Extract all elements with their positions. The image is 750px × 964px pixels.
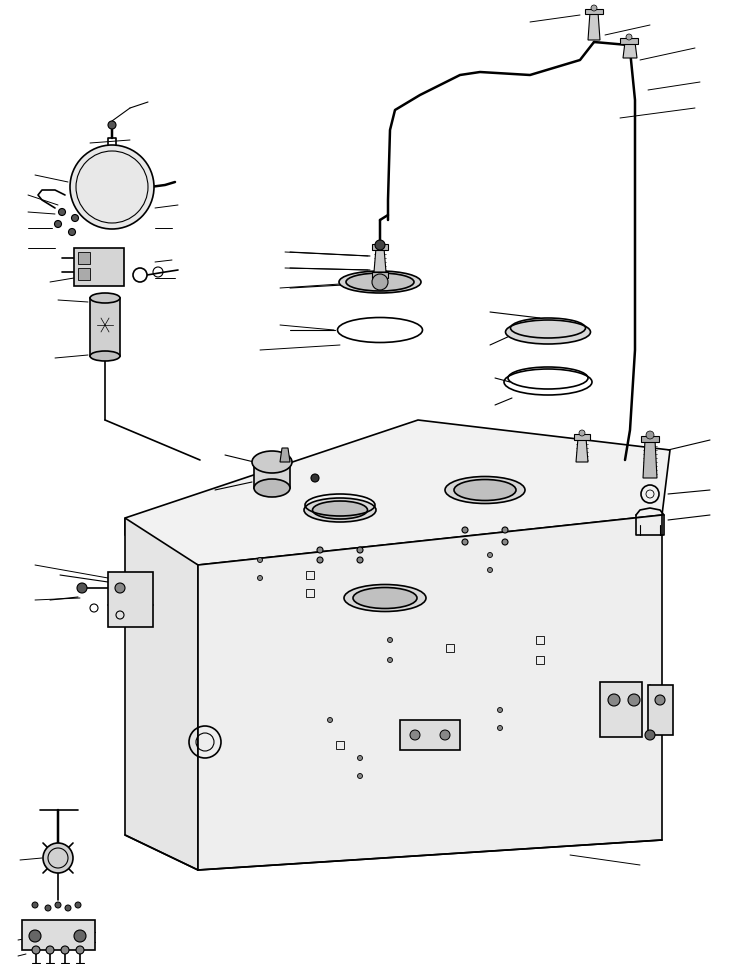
- Bar: [74, 248, 124, 286]
- Bar: [600, 682, 642, 737]
- Circle shape: [29, 930, 41, 942]
- Circle shape: [462, 527, 468, 533]
- Circle shape: [115, 583, 125, 593]
- Circle shape: [579, 430, 585, 436]
- Ellipse shape: [90, 293, 120, 303]
- Circle shape: [45, 905, 51, 911]
- Polygon shape: [372, 272, 388, 278]
- Circle shape: [608, 694, 620, 706]
- Circle shape: [70, 145, 154, 229]
- Circle shape: [257, 576, 262, 580]
- Circle shape: [358, 756, 362, 761]
- Bar: [254, 458, 290, 488]
- Circle shape: [357, 547, 363, 553]
- Bar: [336, 741, 344, 749]
- Polygon shape: [22, 920, 95, 950]
- Ellipse shape: [90, 351, 120, 361]
- Circle shape: [372, 274, 388, 290]
- Circle shape: [625, 45, 635, 55]
- Ellipse shape: [304, 498, 376, 522]
- Circle shape: [32, 946, 40, 954]
- Polygon shape: [574, 434, 590, 440]
- Ellipse shape: [454, 479, 516, 500]
- Circle shape: [646, 431, 654, 439]
- Circle shape: [71, 215, 79, 222]
- Bar: [306, 589, 314, 597]
- Polygon shape: [620, 38, 638, 44]
- Circle shape: [502, 527, 508, 533]
- Polygon shape: [125, 518, 198, 870]
- Polygon shape: [576, 438, 588, 462]
- Circle shape: [655, 695, 665, 705]
- Circle shape: [328, 717, 332, 722]
- Circle shape: [591, 5, 597, 11]
- Ellipse shape: [252, 451, 292, 473]
- Bar: [648, 685, 673, 735]
- Circle shape: [626, 34, 632, 40]
- Circle shape: [108, 121, 116, 129]
- Ellipse shape: [445, 476, 525, 503]
- Bar: [108, 572, 153, 627]
- Circle shape: [497, 708, 502, 712]
- Bar: [78, 268, 90, 280]
- Polygon shape: [280, 448, 290, 462]
- Ellipse shape: [346, 273, 414, 291]
- Ellipse shape: [254, 479, 290, 497]
- Circle shape: [462, 539, 468, 545]
- Circle shape: [388, 657, 392, 662]
- Circle shape: [410, 730, 420, 740]
- Bar: [78, 252, 90, 264]
- Circle shape: [502, 539, 508, 545]
- Circle shape: [61, 946, 69, 954]
- Polygon shape: [588, 12, 600, 40]
- Polygon shape: [623, 42, 637, 58]
- Bar: [446, 644, 454, 652]
- Polygon shape: [641, 436, 659, 442]
- Bar: [90, 298, 120, 356]
- Circle shape: [357, 557, 363, 563]
- Circle shape: [55, 221, 62, 228]
- Circle shape: [43, 843, 73, 873]
- Circle shape: [55, 902, 61, 908]
- Circle shape: [32, 902, 38, 908]
- Circle shape: [317, 557, 323, 563]
- Bar: [536, 636, 544, 644]
- Polygon shape: [125, 420, 670, 565]
- Circle shape: [645, 730, 655, 740]
- Ellipse shape: [353, 587, 417, 608]
- Circle shape: [75, 902, 81, 908]
- Circle shape: [311, 474, 319, 482]
- Ellipse shape: [313, 501, 368, 519]
- Bar: [400, 720, 460, 750]
- Circle shape: [46, 946, 54, 954]
- Circle shape: [358, 773, 362, 779]
- Circle shape: [77, 583, 87, 593]
- Circle shape: [74, 930, 86, 942]
- Polygon shape: [198, 515, 662, 870]
- Circle shape: [76, 946, 84, 954]
- Circle shape: [58, 208, 65, 216]
- Ellipse shape: [344, 584, 426, 611]
- Ellipse shape: [506, 320, 590, 344]
- Polygon shape: [374, 248, 386, 272]
- Polygon shape: [585, 9, 603, 14]
- Circle shape: [628, 694, 640, 706]
- Polygon shape: [643, 440, 657, 478]
- Circle shape: [497, 726, 502, 731]
- Ellipse shape: [339, 271, 421, 293]
- Polygon shape: [372, 244, 388, 250]
- Circle shape: [488, 552, 493, 557]
- Circle shape: [488, 568, 493, 573]
- Circle shape: [317, 547, 323, 553]
- Bar: [306, 571, 314, 579]
- Circle shape: [257, 557, 262, 563]
- Circle shape: [375, 240, 385, 250]
- Bar: [536, 656, 544, 664]
- Circle shape: [133, 268, 147, 282]
- Circle shape: [440, 730, 450, 740]
- Circle shape: [65, 905, 71, 911]
- Circle shape: [68, 228, 76, 235]
- Circle shape: [388, 637, 392, 642]
